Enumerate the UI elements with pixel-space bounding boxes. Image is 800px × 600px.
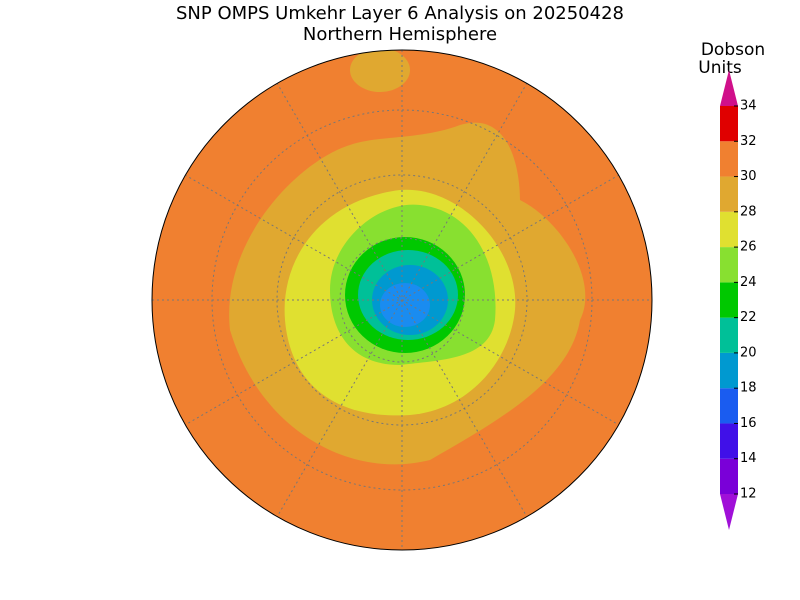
- contour-region: [350, 50, 410, 92]
- colorbar-tick-label: 34: [740, 99, 757, 114]
- map-border: [151, 49, 653, 551]
- colorbar-segment: [720, 423, 738, 459]
- colorbar-tick-label: 28: [740, 204, 757, 219]
- colorbar-tick-label: 12: [740, 487, 757, 502]
- colorbar-segment: [720, 211, 738, 248]
- colorbar-tick-label: 18: [740, 381, 757, 396]
- colorbar-segment: [720, 458, 738, 494]
- colorbar-over: [720, 70, 738, 106]
- colorbar-segment: [720, 388, 738, 424]
- colorbar-segment: [720, 141, 738, 177]
- ozone-field: [152, 50, 652, 550]
- colorbar-segment: [720, 247, 738, 283]
- colorbar-tick-label: 16: [740, 416, 757, 431]
- colorbar-tick-label: 30: [740, 169, 757, 184]
- colorbar-segment: [720, 282, 738, 318]
- colorbar-tick-label: 22: [740, 310, 757, 325]
- colorbar-segment: [720, 176, 738, 212]
- colorbar-segment: [720, 106, 738, 142]
- colorbar-label: Units: [698, 58, 742, 78]
- title: SNP OMPS Umkehr Layer 6 Analysis on 2025…: [176, 3, 624, 24]
- colorbar-tick-label: 14: [740, 451, 757, 466]
- colorbar-segment: [720, 352, 738, 389]
- colorbar-tick-label: 20: [740, 345, 757, 360]
- colorbar-segment: [720, 317, 738, 353]
- graticule: [152, 50, 652, 550]
- colorbar: 12 14 16 18 20 22 24 26 28 30 32 34: [720, 70, 757, 530]
- colorbar-tick-label: 26: [740, 240, 757, 255]
- colorbar-label: Dobson: [701, 40, 765, 60]
- colorbar-tick-label: 24: [740, 275, 757, 290]
- subtitle: Northern Hemisphere: [303, 24, 497, 45]
- colorbar-tick-label: 32: [740, 134, 757, 149]
- colorbar-under: [720, 494, 738, 530]
